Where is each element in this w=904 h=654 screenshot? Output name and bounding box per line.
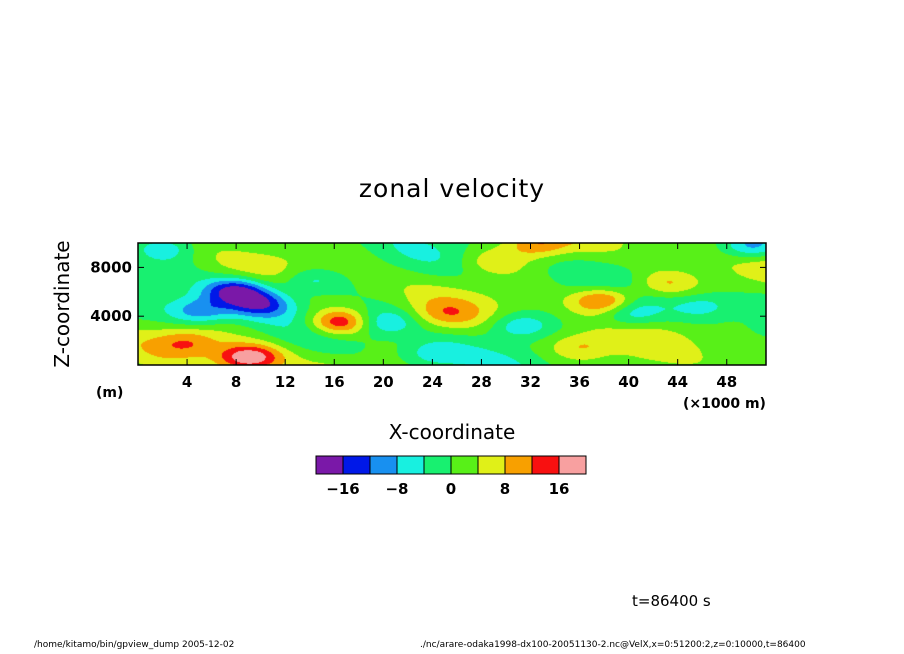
x-tick-label: 4 — [182, 373, 192, 391]
colorbar-swatch — [369, 455, 398, 475]
colorbar-tick-label: −16 — [326, 480, 359, 498]
colorbar-swatch — [315, 455, 344, 475]
colorbar-swatch — [531, 455, 560, 475]
plot-frame — [137, 242, 767, 366]
y-tick-label: 8000 — [90, 258, 132, 276]
colorbar-tick-label: 0 — [446, 480, 456, 498]
colorbar-swatch — [342, 455, 371, 475]
x-tick-label: 8 — [231, 373, 241, 391]
x-tick-label: 40 — [618, 373, 639, 391]
velocity-field — [138, 243, 766, 365]
colorbar-tick-label: 16 — [549, 480, 570, 498]
colorbar-swatch — [396, 455, 425, 475]
x-tick-label: 16 — [324, 373, 345, 391]
x-tick-label: 48 — [716, 373, 737, 391]
y-tick-label: 4000 — [90, 307, 132, 325]
x-tick-label: 44 — [667, 373, 688, 391]
time-annotation: t=86400 s — [632, 592, 711, 610]
chart-title: zonal velocity — [358, 174, 546, 203]
colorbar-swatch — [477, 455, 506, 475]
colorbar-swatch — [423, 455, 452, 475]
colorbar-swatch — [558, 455, 587, 475]
footer-left: /home/kitamo/bin/gpview_dump 2005-12-02 — [34, 640, 235, 650]
footer-right: ./nc/arare-odaka1998-dx100-20051130-2.nc… — [420, 640, 806, 650]
x-axis-label: X-coordinate — [388, 420, 516, 444]
x-tick-label: 12 — [275, 373, 296, 391]
x-tick-label: 20 — [373, 373, 394, 391]
y-axis-unit: (m) — [96, 385, 124, 401]
x-tick-label: 28 — [471, 373, 492, 391]
colorbar-swatch — [450, 455, 479, 475]
colorbar-swatch — [504, 455, 533, 475]
colorbar-tick-label: 8 — [500, 480, 510, 498]
x-axis-unit: (×1000 m) — [683, 396, 766, 412]
x-tick-label: 24 — [422, 373, 443, 391]
colorbar-tick-label: −8 — [385, 480, 408, 498]
x-tick-label: 32 — [520, 373, 541, 391]
x-tick-label: 36 — [569, 373, 590, 391]
